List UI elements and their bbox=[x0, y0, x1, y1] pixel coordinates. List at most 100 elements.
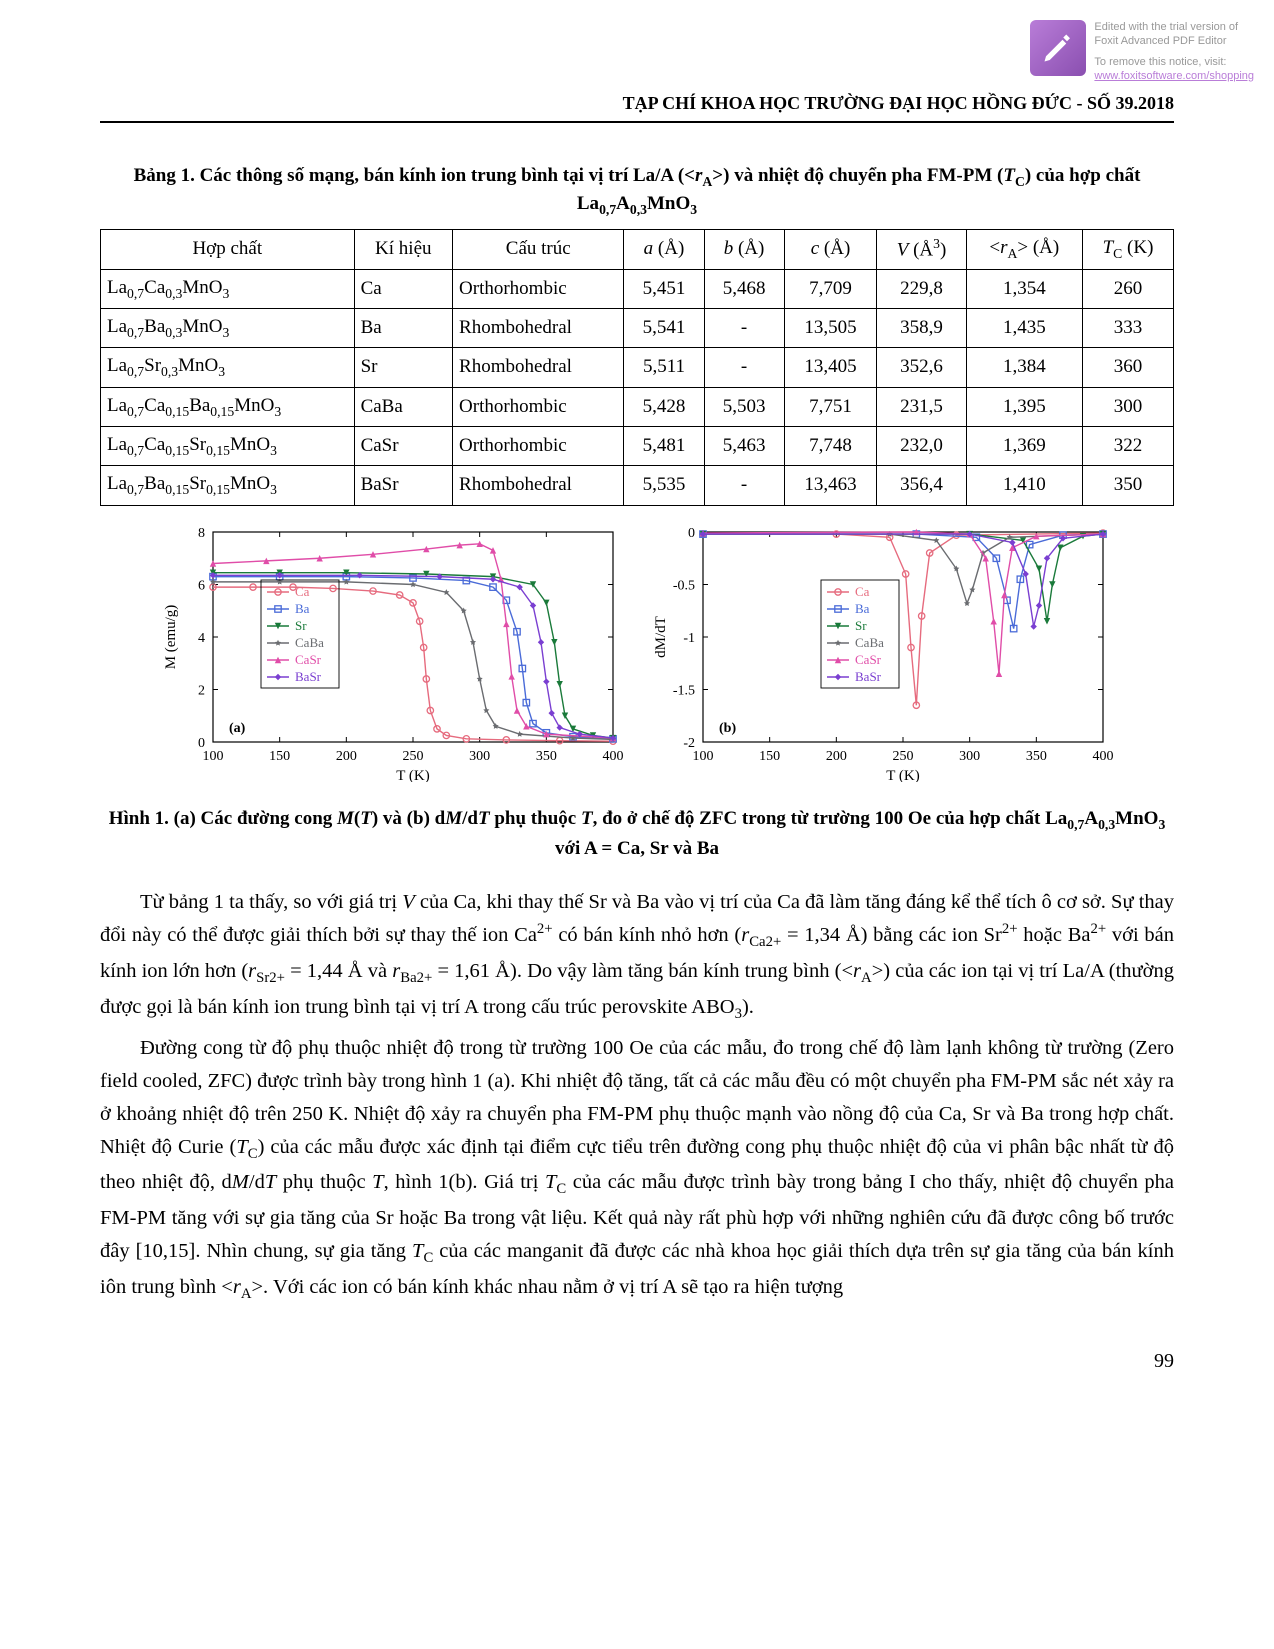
table-cell: 322 bbox=[1083, 427, 1174, 466]
svg-text:-2: -2 bbox=[683, 736, 695, 751]
svg-text:300: 300 bbox=[469, 749, 490, 764]
watermark-link[interactable]: www.foxitsoftware.com/shopping bbox=[1094, 69, 1254, 83]
table-header: V (Å3) bbox=[877, 229, 966, 269]
svg-text:Ca: Ca bbox=[855, 584, 870, 599]
table-cell: CaSr bbox=[354, 427, 452, 466]
chart-b-svg: 100150200250300350400-2-1.5-1-0.50T (K)d… bbox=[647, 522, 1117, 782]
table-cell: 7,748 bbox=[784, 427, 877, 466]
svg-text:BaSr: BaSr bbox=[855, 669, 882, 684]
svg-text:100: 100 bbox=[693, 749, 714, 764]
table-cell: 1,435 bbox=[966, 309, 1082, 348]
table-header: Cấu trúc bbox=[453, 229, 624, 269]
svg-text:150: 150 bbox=[759, 749, 780, 764]
table-cell: 5,463 bbox=[704, 427, 784, 466]
table-cell: 13,405 bbox=[784, 348, 877, 387]
watermark-line3: To remove this notice, visit: bbox=[1094, 55, 1254, 69]
table-cell: 5,541 bbox=[624, 309, 704, 348]
table-header: <rA> (Å) bbox=[966, 229, 1082, 269]
table-cell: La0,7Ca0,15Sr0,15MnO3 bbox=[101, 427, 355, 466]
table-cell: 360 bbox=[1083, 348, 1174, 387]
svg-text:400: 400 bbox=[603, 749, 624, 764]
svg-text:300: 300 bbox=[959, 749, 980, 764]
svg-text:-1.5: -1.5 bbox=[673, 683, 695, 698]
table-row: La0,7Ca0,3MnO3CaOrthorhombic5,4515,4687,… bbox=[101, 269, 1174, 308]
svg-text:350: 350 bbox=[536, 749, 557, 764]
table-caption: Bảng 1. Các thông số mạng, bán kính ion … bbox=[100, 163, 1174, 219]
table-cell: Orthorhombic bbox=[453, 269, 624, 308]
svg-text:0: 0 bbox=[198, 736, 205, 751]
table-cell: Orthorhombic bbox=[453, 427, 624, 466]
pen-icon bbox=[1030, 20, 1086, 76]
table-cell: La0,7Ca0,3MnO3 bbox=[101, 269, 355, 308]
table-cell: La0,7Ba0,3MnO3 bbox=[101, 309, 355, 348]
figure-caption: Hình 1. (a) Các đường cong M(T) và (b) d… bbox=[100, 805, 1174, 864]
table-cell: 1,384 bbox=[966, 348, 1082, 387]
table-cell: 350 bbox=[1083, 466, 1174, 505]
foxit-watermark: Edited with the trial version of Foxit A… bbox=[1030, 20, 1254, 83]
table-cell: 231,5 bbox=[877, 387, 966, 426]
svg-text:350: 350 bbox=[1026, 749, 1047, 764]
svg-text:6: 6 bbox=[198, 578, 205, 593]
table-cell: 1,369 bbox=[966, 427, 1082, 466]
table-header: Hợp chất bbox=[101, 229, 355, 269]
svg-text:(a): (a) bbox=[229, 721, 246, 736]
watermark-line2: Foxit Advanced PDF Editor bbox=[1094, 34, 1254, 48]
svg-text:Sr: Sr bbox=[855, 618, 867, 633]
svg-text:2: 2 bbox=[198, 683, 205, 698]
svg-text:CaSr: CaSr bbox=[855, 652, 882, 667]
svg-text:250: 250 bbox=[403, 749, 424, 764]
table-cell: 5,428 bbox=[624, 387, 704, 426]
svg-text:CaBa: CaBa bbox=[295, 635, 324, 650]
table-cell: BaSr bbox=[354, 466, 452, 505]
figure-1: 10015020025030035040002468T (K)M (emu/g)… bbox=[100, 522, 1174, 791]
svg-text:Ca: Ca bbox=[295, 584, 310, 599]
table-header: b (Å) bbox=[704, 229, 784, 269]
table-cell: Ca bbox=[354, 269, 452, 308]
table-cell: 5,503 bbox=[704, 387, 784, 426]
svg-text:T (K): T (K) bbox=[396, 768, 429, 782]
table-cell: Rhombohedral bbox=[453, 348, 624, 387]
table-cell: 5,451 bbox=[624, 269, 704, 308]
table-row: La0,7Ca0,15Sr0,15MnO3CaSrOrthorhombic5,4… bbox=[101, 427, 1174, 466]
svg-text:250: 250 bbox=[893, 749, 914, 764]
page-number: 99 bbox=[100, 1346, 1174, 1376]
table-cell: CaBa bbox=[354, 387, 452, 426]
table-cell: 5,481 bbox=[624, 427, 704, 466]
table-row: La0,7Ba0,3MnO3BaRhombohedral5,541-13,505… bbox=[101, 309, 1174, 348]
chart-panel-a: 10015020025030035040002468T (K)M (emu/g)… bbox=[157, 522, 627, 791]
table-cell: 1,354 bbox=[966, 269, 1082, 308]
table-header: c (Å) bbox=[784, 229, 877, 269]
table-1: Hợp chấtKí hiệuCấu trúca (Å)b (Å)c (Å)V … bbox=[100, 229, 1174, 506]
svg-text:150: 150 bbox=[269, 749, 290, 764]
chart-a-svg: 10015020025030035040002468T (K)M (emu/g)… bbox=[157, 522, 627, 782]
watermark-text: Edited with the trial version of Foxit A… bbox=[1094, 20, 1254, 83]
table-cell: 352,6 bbox=[877, 348, 966, 387]
table-cell: La0,7Ca0,15Ba0,15MnO3 bbox=[101, 387, 355, 426]
svg-text:-1: -1 bbox=[683, 631, 695, 646]
svg-text:(b): (b) bbox=[719, 721, 736, 736]
svg-text:Ba: Ba bbox=[295, 601, 310, 616]
table-cell: La0,7Sr0,3MnO3 bbox=[101, 348, 355, 387]
svg-text:4: 4 bbox=[198, 631, 205, 646]
table-header: TC (K) bbox=[1083, 229, 1174, 269]
table-cell: 13,463 bbox=[784, 466, 877, 505]
svg-text:-0.5: -0.5 bbox=[673, 578, 695, 593]
table-cell: 5,468 bbox=[704, 269, 784, 308]
table-cell: 232,0 bbox=[877, 427, 966, 466]
table-cell: 7,709 bbox=[784, 269, 877, 308]
table-cell: Rhombohedral bbox=[453, 309, 624, 348]
paragraph-1: Từ bảng 1 ta thấy, so với giá trị V của … bbox=[100, 886, 1174, 1027]
table-cell: Rhombohedral bbox=[453, 466, 624, 505]
table-cell: 5,511 bbox=[624, 348, 704, 387]
svg-text:100: 100 bbox=[203, 749, 224, 764]
table-cell: 7,751 bbox=[784, 387, 877, 426]
table-cell: 5,535 bbox=[624, 466, 704, 505]
svg-text:M (emu/g): M (emu/g) bbox=[163, 604, 179, 669]
svg-text:CaSr: CaSr bbox=[295, 652, 322, 667]
watermark-line1: Edited with the trial version of bbox=[1094, 20, 1254, 34]
table-cell: Orthorhombic bbox=[453, 387, 624, 426]
svg-text:200: 200 bbox=[336, 749, 357, 764]
table-cell: La0,7Ba0,15Sr0,15MnO3 bbox=[101, 466, 355, 505]
table-row: La0,7Ba0,15Sr0,15MnO3BaSrRhombohedral5,5… bbox=[101, 466, 1174, 505]
svg-text:400: 400 bbox=[1093, 749, 1114, 764]
